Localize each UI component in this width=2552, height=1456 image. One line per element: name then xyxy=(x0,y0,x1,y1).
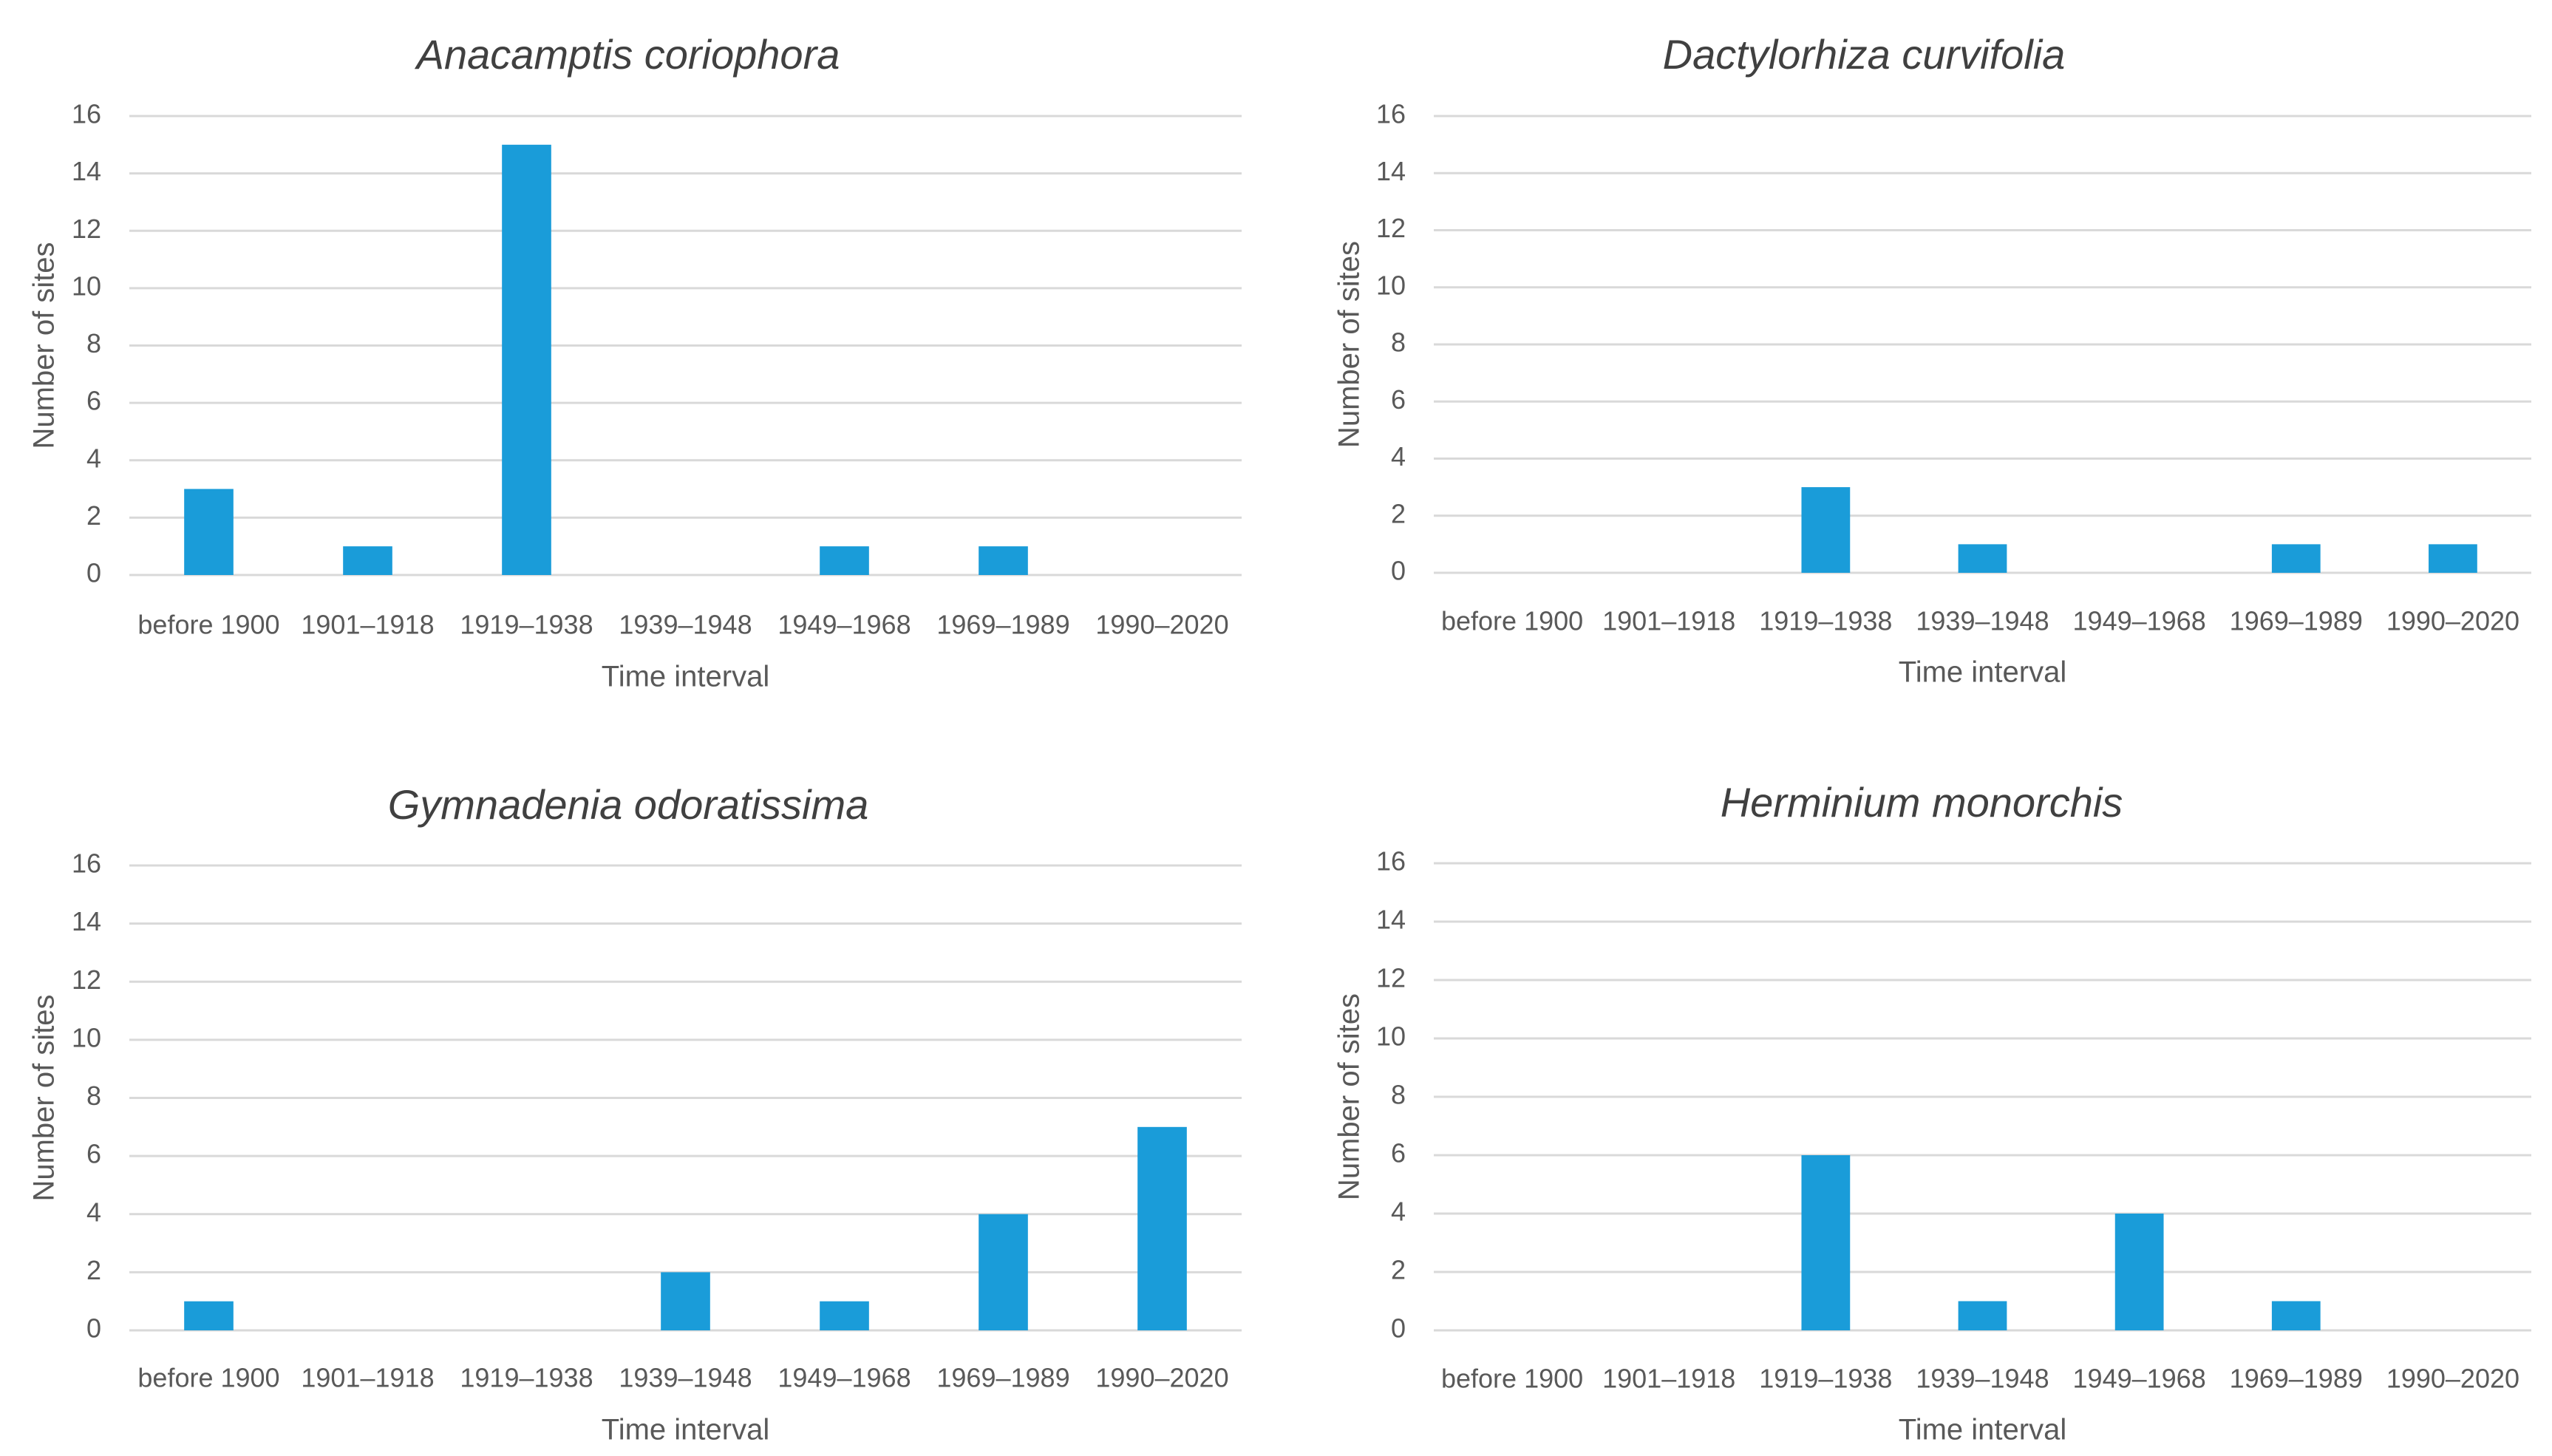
y-tick-label: 6 xyxy=(86,1139,101,1169)
bar xyxy=(184,1301,234,1330)
x-tick-label: 1949–1968 xyxy=(777,610,911,640)
x-tick-label: 1949–1968 xyxy=(2073,606,2206,636)
y-tick-label: 16 xyxy=(1376,99,1406,129)
bar xyxy=(2429,544,2477,573)
x-tick-label: 1901–1918 xyxy=(301,1363,434,1393)
y-tick-label: 4 xyxy=(1391,441,1406,472)
bar xyxy=(1958,1301,2007,1330)
x-tick-label: 1949–1968 xyxy=(2073,1364,2206,1394)
x-tick-label: 1901–1918 xyxy=(1602,606,1735,636)
y-tick-label: 6 xyxy=(1391,384,1406,415)
y-tick-label: 10 xyxy=(1376,270,1406,300)
x-tick-label: 1969–1989 xyxy=(2230,606,2363,636)
x-axis-title: Time interval xyxy=(1899,656,2066,689)
bar xyxy=(1801,487,1851,573)
y-tick-label: 0 xyxy=(86,558,101,588)
y-axis-title: Number of sites xyxy=(28,242,61,449)
chart-panel-1: Anacamptis coriophora 0 2 4 6 8 10 12 14 16 before… xyxy=(28,31,1242,693)
x-tick-label: 1939–1948 xyxy=(1916,606,2049,636)
y-tick-label: 2 xyxy=(86,1255,101,1285)
y-tick-label: 8 xyxy=(1391,327,1406,358)
y-axis-title: Number of sites xyxy=(1333,993,1366,1200)
bar xyxy=(184,489,234,575)
x-axis-title: Time interval xyxy=(1899,1414,2066,1446)
x-tick-label: 1919–1938 xyxy=(460,610,593,640)
bar xyxy=(979,546,1028,575)
bar xyxy=(2114,1214,2164,1330)
bar xyxy=(661,1272,710,1330)
x-tick-label: 1919–1938 xyxy=(460,1363,593,1393)
x-tick-label: 1919–1938 xyxy=(1759,606,1892,636)
y-tick-label: 14 xyxy=(72,156,101,186)
chart-title: Gymnadenia odoratissima xyxy=(388,781,869,828)
bar xyxy=(1137,1126,1187,1330)
y-tick-label: 12 xyxy=(72,214,101,244)
bar xyxy=(820,1301,869,1330)
y-tick-label: 6 xyxy=(86,386,101,416)
y-tick-label: 8 xyxy=(1391,1080,1406,1110)
x-tick-label: 1990–2020 xyxy=(1095,1363,1228,1393)
bar xyxy=(1801,1155,1851,1330)
y-tick-label: 10 xyxy=(72,271,101,301)
y-tick-label: 16 xyxy=(72,848,101,879)
y-tick-label: 2 xyxy=(1391,1255,1406,1285)
y-tick-label: 14 xyxy=(72,906,101,936)
chart-title: Herminium monorchis xyxy=(1721,779,2123,826)
y-tick-label: 2 xyxy=(1391,498,1406,528)
y-tick-label: 16 xyxy=(1376,846,1406,877)
x-tick-label: before 1900 xyxy=(1441,606,1583,636)
x-tick-label: 1969–1989 xyxy=(936,1363,1069,1393)
y-axis-title: Number of sites xyxy=(1333,241,1366,448)
x-tick-label: 1990–2020 xyxy=(1095,610,1228,640)
x-tick-label: 1939–1948 xyxy=(1916,1364,2049,1394)
x-tick-label: 1901–1918 xyxy=(1602,1364,1735,1394)
y-tick-label: 14 xyxy=(1376,905,1406,935)
y-tick-label: 2 xyxy=(86,500,101,531)
bar xyxy=(2271,544,2321,573)
y-tick-label: 10 xyxy=(1376,1021,1406,1052)
x-tick-label: 1901–1918 xyxy=(301,610,434,640)
x-tick-label: 1990–2020 xyxy=(2386,606,2519,636)
x-tick-label: 1969–1989 xyxy=(2230,1364,2363,1394)
chart-panel-4: Herminium monorchis 0 2 4 6 8 10 12 14 16 before 1… xyxy=(1333,779,2531,1446)
y-axis-title: Number of sites xyxy=(28,994,61,1201)
y-tick-label: 4 xyxy=(1391,1197,1406,1227)
y-tick-label: 12 xyxy=(1376,963,1406,993)
x-tick-label: 1990–2020 xyxy=(2386,1364,2519,1394)
y-tick-label: 12 xyxy=(72,965,101,995)
y-tick-label: 4 xyxy=(86,443,101,473)
y-tick-label: 0 xyxy=(86,1313,101,1344)
x-axis-title: Time interval xyxy=(602,1414,769,1446)
x-tick-label: before 1900 xyxy=(1441,1364,1583,1394)
bar xyxy=(979,1214,1028,1330)
y-tick-label: 14 xyxy=(1376,156,1406,186)
y-tick-label: 6 xyxy=(1391,1138,1406,1168)
x-tick-label: before 1900 xyxy=(137,1363,279,1393)
y-tick-label: 8 xyxy=(86,1081,101,1111)
y-tick-label: 0 xyxy=(1391,556,1406,586)
y-tick-label: 16 xyxy=(72,99,101,129)
x-tick-label: 1939–1948 xyxy=(619,610,752,640)
bar xyxy=(820,546,869,575)
y-tick-label: 0 xyxy=(1391,1313,1406,1344)
chart-title: Anacamptis coriophora xyxy=(415,31,840,78)
x-tick-label: before 1900 xyxy=(137,610,279,640)
x-tick-label: 1969–1989 xyxy=(936,610,1069,640)
chart-panel-2: Dactylorhiza curvifolia 0 2 4 6 8 10 12 14 16 befo… xyxy=(1333,31,2531,689)
y-tick-label: 8 xyxy=(86,328,101,358)
x-tick-label: 1949–1968 xyxy=(777,1363,911,1393)
y-tick-label: 4 xyxy=(86,1197,101,1227)
x-tick-label: 1919–1938 xyxy=(1759,1364,1892,1394)
bar xyxy=(1958,544,2007,573)
bar xyxy=(502,144,551,575)
y-tick-label: 12 xyxy=(1376,213,1406,243)
chart-panel-3: Gymnadenia odoratissima 0 2 4 6 8 10 12 14 16 befo… xyxy=(28,781,1242,1446)
x-tick-label: 1939–1948 xyxy=(619,1363,752,1393)
x-axis-title: Time interval xyxy=(602,661,769,693)
chart-title: Dactylorhiza curvifolia xyxy=(1663,31,2066,78)
y-tick-label: 10 xyxy=(72,1022,101,1052)
bar xyxy=(2271,1301,2321,1330)
bar xyxy=(343,546,392,575)
